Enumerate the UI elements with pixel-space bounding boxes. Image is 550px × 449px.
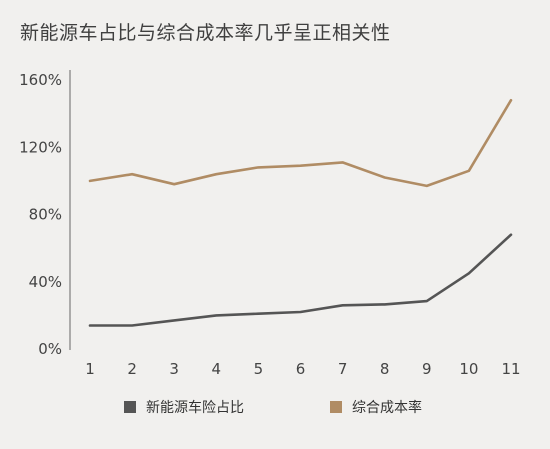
x-tick-label: 10 bbox=[459, 360, 478, 378]
series-line-2 bbox=[88, 98, 513, 188]
y-tick-label: 0% bbox=[38, 340, 62, 358]
x-tick-label: 2 bbox=[127, 360, 137, 378]
chart-title: 新能源车占比与综合成本率几乎呈正相关性 bbox=[20, 22, 391, 44]
legend-swatch-2 bbox=[330, 401, 342, 413]
x-tick-label: 8 bbox=[380, 360, 390, 378]
y-tick-label: 80% bbox=[29, 206, 62, 224]
legend-label-1: 新能源车险占比 bbox=[146, 399, 244, 416]
x-tick-label: 4 bbox=[212, 360, 222, 378]
y-tick-label: 120% bbox=[19, 138, 62, 156]
x-tick-label: 3 bbox=[169, 360, 179, 378]
x-tick-label: 11 bbox=[501, 360, 520, 378]
y-tick-label: 40% bbox=[29, 273, 62, 291]
x-tick-label: 5 bbox=[254, 360, 264, 378]
x-tick-label: 1 bbox=[85, 360, 95, 378]
y-tick-label: 160% bbox=[19, 71, 62, 89]
x-tick-label: 9 bbox=[422, 360, 432, 378]
x-tick-label: 7 bbox=[338, 360, 348, 378]
x-tick-label: 6 bbox=[296, 360, 306, 378]
series-line-1 bbox=[88, 233, 513, 327]
legend-label-2: 综合成本率 bbox=[352, 399, 422, 416]
legend-swatch-1 bbox=[124, 401, 136, 413]
